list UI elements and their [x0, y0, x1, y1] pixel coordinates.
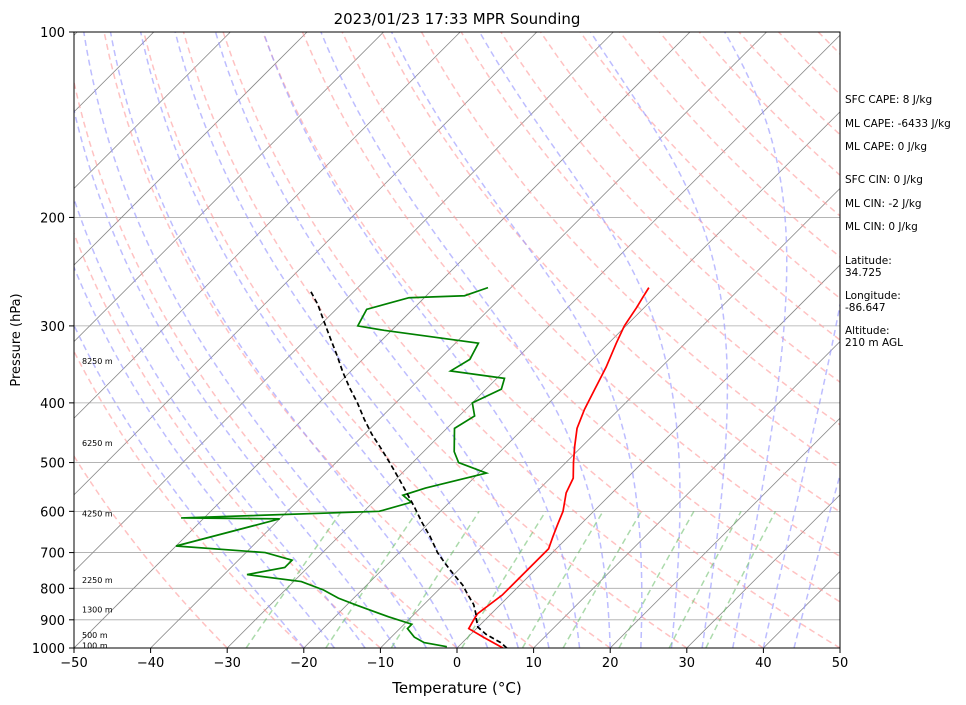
isotherm-line	[74, 32, 384, 343]
y-tick-label: 100	[40, 26, 65, 41]
isotherm-line	[74, 32, 308, 266]
moist-adiabat-line	[762, 301, 840, 648]
moist-adiabat-line	[390, 32, 643, 648]
altitude-text: Altitude: 210 m AGL	[845, 325, 903, 349]
y-tick-label: 900	[40, 614, 65, 629]
sfc-cape-text: SFC CAPE: 8 J/kg	[845, 94, 933, 106]
moist-adiabat-line	[724, 32, 788, 648]
height-label: 100 m	[82, 641, 108, 650]
mixing-ratio-line	[562, 510, 642, 648]
moist-adiabat-line	[74, 196, 366, 648]
y-axis-ticks: 100 200 300 400 500 600 700 800 900 1000	[32, 26, 74, 657]
x-tick-label: 20	[602, 656, 619, 671]
isotherm-line	[533, 341, 840, 648]
x-tick-label: 50	[832, 656, 849, 671]
dry-adiabat-line	[143, 32, 611, 648]
longitude-text: Longitude: -86.647	[845, 290, 901, 314]
dry-adiabat-line	[182, 32, 688, 648]
mixing-ratio-line	[705, 510, 777, 648]
mixing-ratio-line	[618, 510, 695, 648]
x-tick-label: −50	[60, 656, 87, 671]
x-tick-label: −20	[290, 656, 317, 671]
moist-adiabat-line	[174, 32, 520, 648]
y-tick-label: 200	[40, 211, 65, 226]
y-tick-label: 400	[40, 397, 65, 412]
isotherm-line	[74, 32, 231, 189]
mixing-ratio-line	[325, 510, 418, 648]
y-tick-label: 600	[40, 505, 65, 520]
moist-adiabat-line	[793, 472, 840, 648]
x-tick-label: 10	[525, 656, 542, 671]
ml-cape-text-1: ML CAPE: -6433 J/kg	[845, 118, 951, 130]
y-axis-label: Pressure (hPa)	[9, 293, 24, 386]
height-label: 8250 m	[82, 357, 113, 366]
temperature-profile-line	[467, 287, 650, 648]
moist-adiabat-line	[74, 265, 336, 648]
height-label: 1300 m	[82, 606, 113, 615]
moist-adiabat-line	[109, 32, 458, 648]
ml-cape-text-2: ML CAPE: 0 J/kg	[845, 141, 928, 153]
mixing-ratio-line	[668, 510, 742, 648]
x-tick-label: −10	[367, 656, 394, 671]
moist-adiabat-line	[74, 106, 397, 648]
x-tick-label: 40	[755, 656, 772, 671]
y-tick-label: 800	[40, 582, 65, 597]
moist-adiabat-line	[214, 32, 550, 648]
background-lines	[0, 32, 840, 648]
y-tick-label: 300	[40, 320, 65, 335]
moist-adiabat-line	[83, 32, 428, 648]
height-label: 6250 m	[82, 439, 113, 448]
mixing-ratio-line	[390, 510, 480, 648]
latitude-text: Latitude: 34.725	[845, 255, 892, 279]
isotherm-line	[0, 32, 1, 648]
dry-adiabat-line	[74, 349, 305, 648]
isotherm-line	[609, 417, 840, 648]
isotherm-line	[74, 32, 461, 419]
mixing-ratio-line	[461, 510, 547, 648]
dry-adiabat-line	[262, 32, 840, 648]
x-tick-label: −40	[137, 656, 164, 671]
parcel-profile-line	[309, 289, 508, 648]
x-tick-label: 30	[679, 656, 696, 671]
mixing-ratio-line	[245, 510, 343, 648]
isotherm-line	[303, 111, 840, 648]
height-label: 2250 m	[82, 576, 113, 585]
dry-adiabat-line	[103, 32, 535, 648]
height-label: 4250 m	[82, 510, 113, 519]
ml-cin-text-1: ML CIN: -2 J/kg	[845, 198, 922, 210]
isotherm-line	[686, 494, 840, 648]
moist-adiabat-line	[589, 32, 729, 648]
isotherm-line	[74, 32, 538, 496]
dry-adiabat-line	[74, 78, 458, 648]
isotherm-line	[74, 32, 614, 572]
y-tick-label: 1000	[32, 642, 65, 657]
y-tick-label: 700	[40, 547, 65, 562]
ml-cin-text-2: ML CIN: 0 J/kg	[845, 221, 918, 233]
dewpoint-profile-line	[175, 286, 506, 648]
x-axis-label: Temperature (°C)	[391, 679, 521, 697]
isotherm-line	[226, 34, 840, 648]
sounding-series	[175, 286, 650, 648]
sfc-cin-text: SFC CIN: 0 J/kg	[845, 174, 923, 186]
x-tick-label: 0	[453, 656, 461, 671]
height-label: 500 m	[82, 631, 108, 640]
chart-title: 2023/01/23 17:33 MPR Sounding	[334, 10, 581, 28]
isotherm-line	[380, 187, 840, 648]
x-tick-label: −30	[213, 656, 240, 671]
x-axis-ticks: −50 −40 −30 −20 −10 0 10 20 30 40 50	[60, 648, 848, 671]
mixing-ratio-line	[521, 510, 604, 648]
dry-adiabat-line	[579, 32, 840, 300]
moist-adiabat-line	[478, 32, 681, 648]
moist-adiabat-line	[320, 32, 611, 648]
moist-adiabat-line	[262, 32, 581, 648]
y-tick-label: 500	[40, 457, 65, 472]
